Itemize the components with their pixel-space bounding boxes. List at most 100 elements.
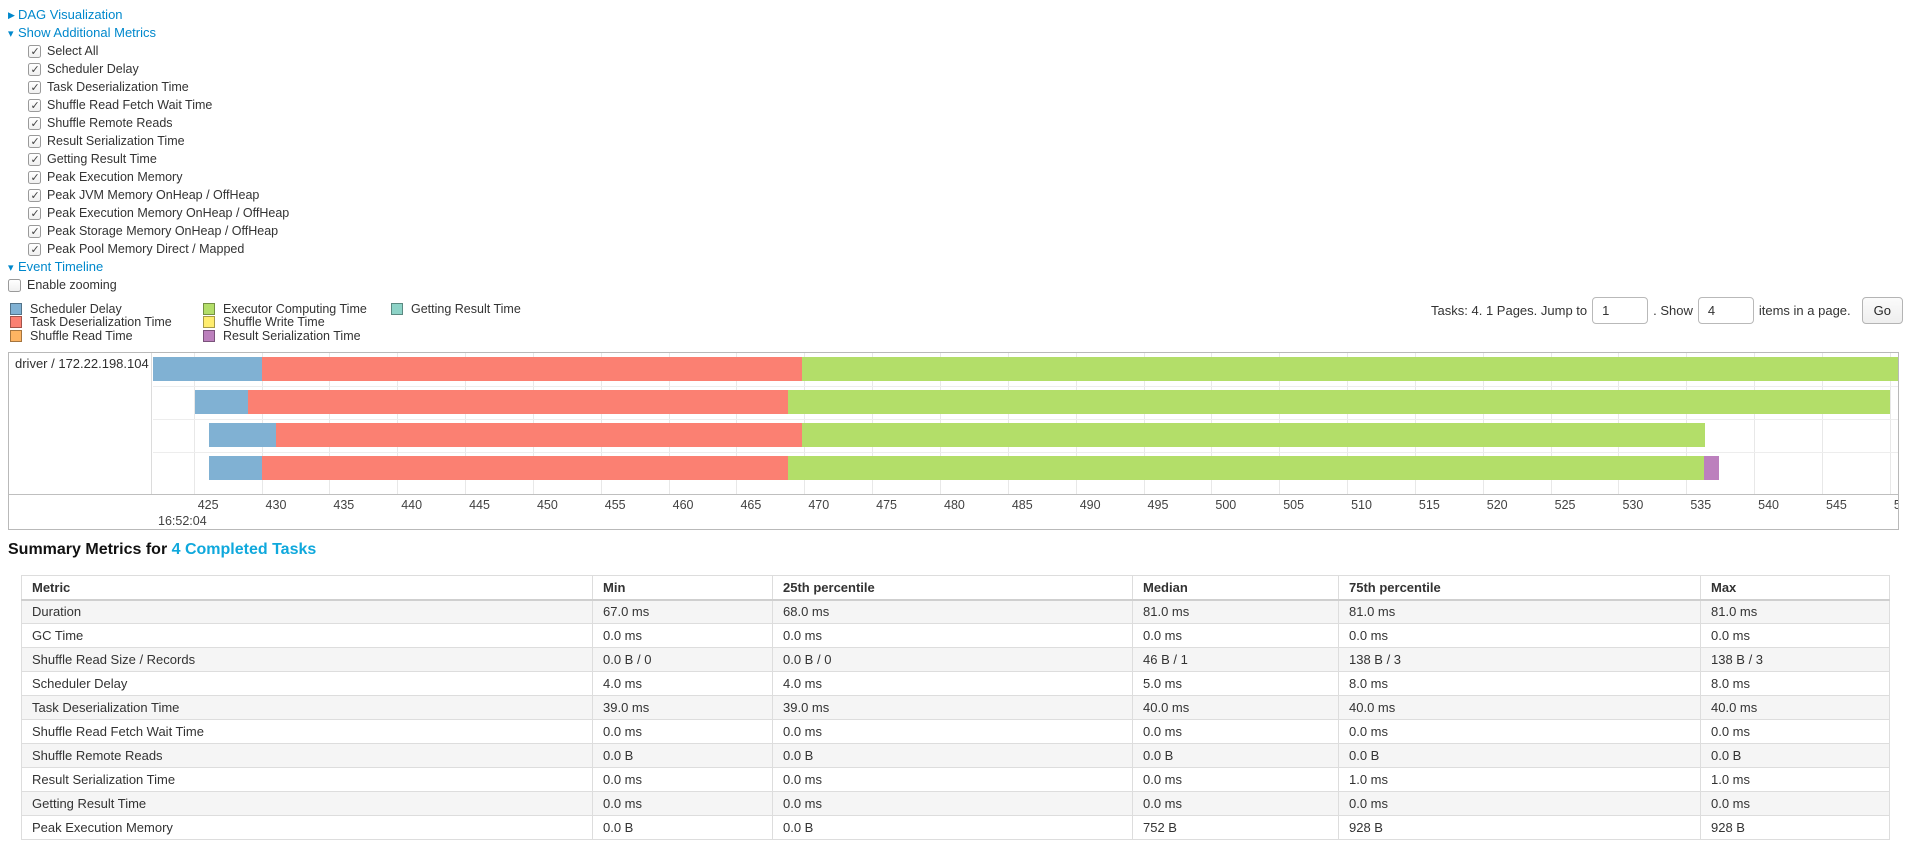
- completed-tasks-link[interactable]: 4 Completed Tasks: [171, 541, 317, 558]
- metric-name-cell: Duration: [21, 599, 593, 624]
- checkbox-label-scheduler-delay: Scheduler Delay: [47, 62, 139, 76]
- task-2-segment-task-deserialization[interactable]: [247, 390, 789, 414]
- task-bar-4[interactable]: [208, 456, 1719, 480]
- metric-value-cell-min: 0.0 B: [592, 815, 773, 840]
- show-additional-metrics-link[interactable]: Show Additional Metrics: [18, 25, 157, 40]
- checkbox-peak-execution-memory-onheap-offheap[interactable]: [28, 205, 41, 223]
- timeline-tick-label-510: 510: [1351, 498, 1372, 512]
- checkbox-peak-jvm-memory-onheap-offheap[interactable]: [28, 187, 41, 205]
- task-3-segment-scheduler-delay[interactable]: [208, 423, 277, 447]
- task-3-segment-executor-computing[interactable]: [801, 423, 1706, 447]
- metric-name-cell: Getting Result Time: [21, 791, 593, 816]
- metric-value-cell-median: 5.0 ms: [1132, 671, 1339, 696]
- table-row-gc-time: GC Time 0.0 ms 0.0 ms 0.0 ms 0.0 ms 0.0 ms: [21, 623, 1890, 648]
- event-timeline-link[interactable]: Event Timeline: [18, 259, 104, 274]
- metric-value-cell-75th-percentile: 1.0 ms: [1338, 767, 1701, 792]
- task-2-segment-executor-computing[interactable]: [788, 390, 1890, 414]
- task-2-segment-scheduler-delay[interactable]: [195, 390, 248, 414]
- legend-item-result-serialization-time: Result Serialization Time: [203, 329, 391, 343]
- checkbox-peak-pool-memory-direct-mapped[interactable]: [28, 241, 41, 259]
- pagination-summary-text: Tasks: 4. 1 Pages. Jump to: [1431, 302, 1588, 318]
- metric-checkbox-row-getting-result-time: Getting Result Time: [8, 150, 908, 169]
- column-header-25th-percentile: 25th percentile: [772, 575, 1133, 601]
- table-row-duration: Duration 67.0 ms 68.0 ms 81.0 ms 81.0 ms 81.0…: [21, 599, 1890, 624]
- stage-controls: ▶ DAG Visualization ▾ Show Additional Metr…: [8, 6, 908, 294]
- metric-checkbox-row-shuffle-remote-reads: Shuffle Remote Reads: [8, 114, 908, 133]
- jump-to-page-input[interactable]: [1592, 296, 1649, 324]
- go-button[interactable]: Go: [1861, 296, 1903, 324]
- metric-value-cell-min: 4.0 ms: [592, 671, 773, 696]
- legend-item-shuffle-write-time: Shuffle Write Time: [203, 315, 391, 329]
- metric-value-cell-median: 40.0 ms: [1132, 695, 1339, 720]
- task-1-segment-task-deserialization[interactable]: [261, 357, 802, 381]
- metric-value-cell-25th-percentile: 39.0 ms: [772, 695, 1133, 720]
- legend-item-scheduler-delay: Scheduler Delay: [10, 302, 203, 316]
- metric-value-cell-max: 0.0 ms: [1700, 719, 1890, 744]
- items-per-page-input[interactable]: [1697, 296, 1754, 324]
- metric-value-cell-max: 81.0 ms: [1700, 599, 1890, 624]
- metric-value-cell-75th-percentile: 8.0 ms: [1338, 671, 1701, 696]
- metric-value-cell-75th-percentile: 0.0 ms: [1338, 623, 1701, 648]
- task-4-segment-result-serialization[interactable]: [1703, 456, 1719, 480]
- task-4-segment-executor-computing[interactable]: [788, 456, 1704, 480]
- legend-swatch-shuffle-write-time: [203, 316, 215, 329]
- metric-name-cell: Task Deserialization Time: [21, 695, 593, 720]
- checkbox-peak-execution-memory[interactable]: [28, 169, 41, 187]
- task-4-segment-task-deserialization[interactable]: [261, 456, 788, 480]
- checkbox-shuffle-remote-reads[interactable]: [28, 115, 41, 133]
- task-bar-1[interactable]: [153, 357, 1898, 381]
- dag-visualization-toggle[interactable]: ▶ DAG Visualization: [8, 6, 908, 24]
- legend-swatch-executor-computing-time: [203, 302, 215, 315]
- timeline-axis-major-label: 16:52:04: [158, 514, 207, 528]
- metric-value-cell-25th-percentile: 0.0 B: [772, 815, 1133, 840]
- timeline-gridline-540: [1754, 353, 1756, 494]
- timeline-tick-label-520: 520: [1486, 498, 1508, 512]
- timeline-tick-label-485: 485: [1011, 498, 1033, 512]
- metric-value-cell-min: 0.0 ms: [592, 791, 773, 816]
- checkbox-label-task-deserialization-time: Task Deserialization Time: [47, 80, 189, 94]
- task-bar-2[interactable]: [195, 390, 1890, 414]
- dag-visualization-link[interactable]: DAG Visualization: [18, 7, 123, 22]
- column-header-min: Min: [592, 575, 773, 601]
- timeline-tick-label-495: 495: [1147, 498, 1169, 512]
- timeline-tick-label-535: 535: [1690, 498, 1712, 512]
- checkbox-task-deserialization-time[interactable]: [28, 79, 41, 97]
- table-row-getting-result-time: Getting Result Time 0.0 ms 0.0 ms 0.0 ms 0.0…: [21, 791, 1890, 816]
- metric-name-cell: Shuffle Read Size / Records: [21, 647, 593, 672]
- metric-value-cell-25th-percentile: 68.0 ms: [772, 599, 1133, 624]
- show-additional-metrics-toggle[interactable]: ▾ Show Additional Metrics: [8, 24, 908, 42]
- checkbox-shuffle-read-fetch-wait-time[interactable]: [28, 97, 41, 115]
- metric-value-cell-25th-percentile: 0.0 B / 0: [772, 647, 1133, 672]
- task-1-segment-scheduler-delay[interactable]: [153, 357, 262, 381]
- timeline-tick-label-460: 460: [672, 498, 694, 512]
- timeline-tick-label-425: 425: [197, 498, 219, 512]
- metric-value-cell-25th-percentile: 0.0 ms: [772, 767, 1133, 792]
- checkbox-result-serialization-time[interactable]: [28, 133, 41, 151]
- metric-value-cell-median: 81.0 ms: [1132, 599, 1339, 624]
- checkbox-scheduler-delay[interactable]: [28, 61, 41, 79]
- checkbox-getting-result-time[interactable]: [28, 151, 41, 169]
- checkbox-label-peak-execution-memory-onheap-offheap: Peak Execution Memory OnHeap / OffHeap: [47, 206, 290, 220]
- legend-swatch-result-serialization-time: [203, 329, 215, 342]
- checkbox-label-peak-execution-memory: Peak Execution Memory: [47, 170, 183, 184]
- event-timeline-toggle[interactable]: ▾ Event Timeline: [8, 258, 908, 276]
- timeline-row-separator-3: [153, 452, 1898, 453]
- task-3-segment-task-deserialization[interactable]: [276, 423, 802, 447]
- checkbox-select-all[interactable]: [28, 43, 41, 61]
- metric-value-cell-25th-percentile: 4.0 ms: [772, 671, 1133, 696]
- task-4-segment-scheduler-delay[interactable]: [208, 456, 262, 480]
- checkbox-label-peak-jvm-memory-onheap-offheap: Peak JVM Memory OnHeap / OffHeap: [47, 188, 260, 202]
- enable-zooming-label: Enable zooming: [27, 278, 117, 292]
- enable-zooming-checkbox[interactable]: [8, 278, 21, 292]
- metric-name-cell: Result Serialization Time: [21, 767, 593, 792]
- timeline-tick-label-450: 450: [536, 498, 558, 512]
- checkbox-peak-storage-memory-onheap-offheap[interactable]: [28, 223, 41, 241]
- legend-swatch-scheduler-delay: [10, 302, 22, 315]
- task-bar-3[interactable]: [208, 423, 1706, 447]
- task-1-segment-executor-computing[interactable]: [801, 357, 1898, 381]
- additional-metrics-checkbox-list: Select All Scheduler Delay Task Deserializ…: [8, 42, 908, 259]
- metric-value-cell-max: 138 B / 3: [1700, 647, 1890, 672]
- metric-value-cell-max: 0.0 B: [1700, 743, 1890, 768]
- table-row-shuffle-read-size-records: Shuffle Read Size / Records 0.0 B / 0 0.0 …: [21, 647, 1890, 672]
